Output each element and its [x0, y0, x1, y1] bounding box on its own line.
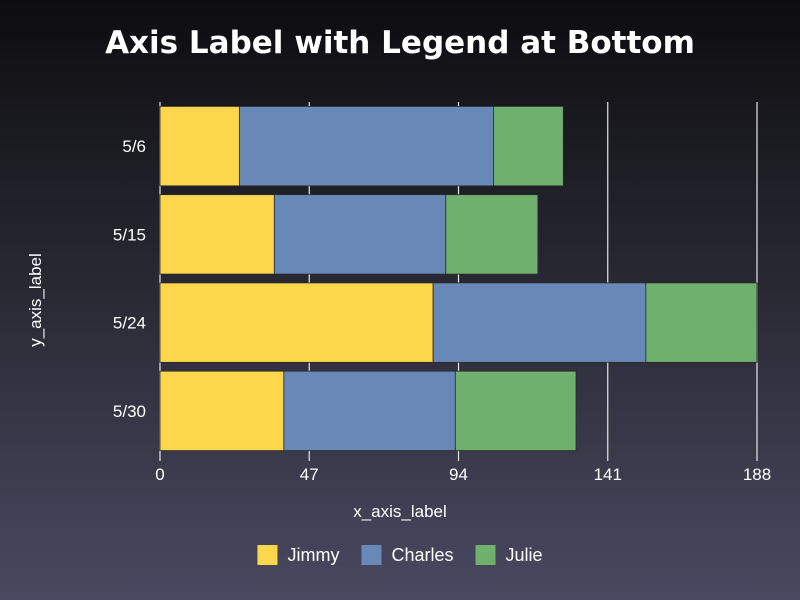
x-tick-label: 47 — [300, 465, 319, 484]
y-tick-labels: 5/6 5/15 5/24 5/30 — [113, 137, 146, 421]
x-tick-label: 188 — [743, 465, 771, 484]
bars — [159, 106, 758, 451]
x-tick-label: 141 — [594, 465, 622, 484]
legend-item-jimmy: Jimmy — [257, 545, 339, 565]
legend-item-charles: Charles — [361, 545, 454, 565]
x-tick-label: 94 — [449, 465, 468, 484]
legend-label: Charles — [391, 545, 453, 565]
bar-julie-3 — [454, 370, 577, 451]
bar-jimmy-2 — [159, 282, 434, 363]
y-tick-label: 5/24 — [113, 314, 146, 333]
y-tick-label: 5/30 — [113, 402, 146, 421]
bar-julie-1 — [445, 194, 539, 275]
legend-item-julie: Julie — [475, 545, 543, 565]
legend-swatch — [257, 545, 278, 565]
x-axis-label: x_axis_label — [353, 502, 447, 521]
bar-charles-2 — [432, 282, 647, 363]
legend-label: Julie — [506, 545, 543, 565]
legend-swatch — [475, 545, 496, 565]
y-tick-label: 5/15 — [113, 225, 146, 244]
bar-jimmy-3 — [159, 370, 285, 451]
bar-julie-0 — [493, 106, 564, 187]
bar-charles-3 — [283, 370, 456, 451]
legend-label: Jimmy — [287, 545, 339, 565]
bar-charles-0 — [238, 106, 494, 187]
x-tick-labels: 0 47 94 141 188 — [155, 465, 771, 484]
y-axis-label: y_axis_label — [26, 253, 45, 347]
bar-julie-2 — [645, 282, 758, 363]
bar-jimmy-0 — [159, 106, 240, 187]
x-tick-label: 0 — [155, 465, 164, 484]
bar-jimmy-1 — [159, 194, 275, 275]
chart-title: Axis Label with Legend at Bottom — [105, 25, 695, 61]
legend-swatch — [361, 545, 382, 565]
y-tick-label: 5/6 — [122, 137, 146, 156]
bar-charles-1 — [273, 194, 447, 275]
legend: Jimmy Charles Julie — [257, 545, 543, 565]
